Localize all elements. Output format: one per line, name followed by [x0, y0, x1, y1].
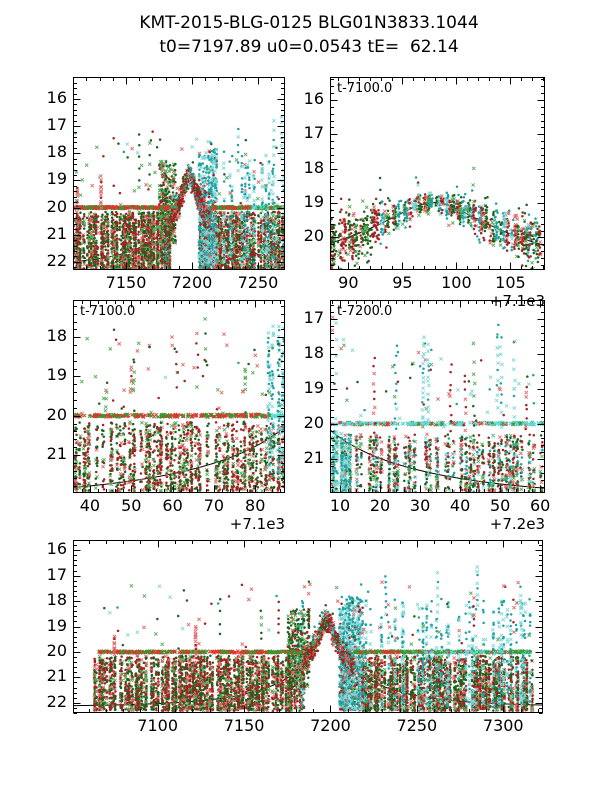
x-tick-label: 60: [530, 496, 551, 515]
x-tick-label: 80: [245, 496, 266, 515]
x-tick-label: 7250: [396, 716, 438, 735]
x-tick-label: 7250: [237, 273, 279, 292]
y-tick-label: 17: [46, 115, 67, 135]
y-tick-label: 18: [46, 142, 67, 162]
y-tick-label: 19: [46, 615, 67, 635]
axis-offset-label: +7.1e3: [489, 292, 545, 310]
y-tick-label: 17: [46, 564, 67, 584]
x-tick-label: 7150: [105, 273, 147, 292]
x-tick-label: 7100: [137, 716, 179, 735]
axis-offset-label: +7.1e3: [229, 515, 285, 533]
x-tick-label: 7200: [310, 716, 351, 735]
y-tick-label: 21: [303, 447, 324, 467]
y-tick-label: 21: [46, 666, 67, 686]
y-tick-label: 20: [303, 226, 324, 246]
x-tick-label: 10: [329, 496, 351, 515]
x-tick-label: 7300: [482, 716, 524, 735]
x-tick-label: 30: [409, 496, 431, 515]
y-tick-label: 19: [303, 192, 324, 212]
x-tick-label: 105: [495, 273, 526, 292]
y-tick-label: 16: [46, 539, 67, 559]
y-tick-label: 21: [46, 443, 67, 463]
y-tick-label: 22: [46, 691, 67, 711]
x-tick-label: 90: [338, 273, 359, 292]
x-tick-label: 40: [79, 496, 101, 515]
y-tick-label: 20: [46, 404, 67, 424]
panel-annotation: t-7100.0: [337, 81, 393, 96]
y-tick-label: 17: [303, 307, 324, 327]
y-tick-label: 19: [46, 365, 67, 385]
x-tick-label: 95: [392, 273, 413, 292]
x-tick-label: 20: [369, 496, 391, 515]
x-tick-label: 70: [203, 496, 225, 515]
y-tick-label: 20: [303, 412, 324, 432]
x-tick-label: 40: [449, 496, 471, 515]
y-tick-label: 18: [46, 326, 67, 346]
x-tick-label: 7150: [223, 716, 265, 735]
y-tick-label: 18: [303, 157, 324, 177]
axis-offset-label: +7.2e3: [489, 515, 545, 533]
y-tick-label: 21: [46, 223, 67, 243]
panel-annotation: t-7200.0: [337, 304, 393, 319]
y-tick-label: 18: [303, 342, 324, 362]
y-tick-label: 19: [46, 169, 67, 189]
y-tick-label: 22: [46, 250, 67, 270]
x-tick-label: 50: [121, 496, 142, 515]
x-tick-label: 7200: [171, 273, 213, 292]
y-tick-label: 17: [303, 123, 324, 143]
y-tick-label: 19: [303, 377, 324, 397]
y-tick-label: 16: [46, 87, 67, 107]
y-tick-label: 20: [46, 196, 67, 216]
x-tick-label: 60: [162, 496, 183, 515]
y-tick-label: 16: [303, 89, 324, 108]
y-tick-label: 18: [46, 590, 67, 610]
x-tick-label: 100: [441, 273, 472, 292]
panel-annotation: t-7100.0: [80, 304, 136, 319]
y-tick-label: 20: [46, 640, 67, 660]
x-tick-label: 50: [489, 496, 511, 515]
